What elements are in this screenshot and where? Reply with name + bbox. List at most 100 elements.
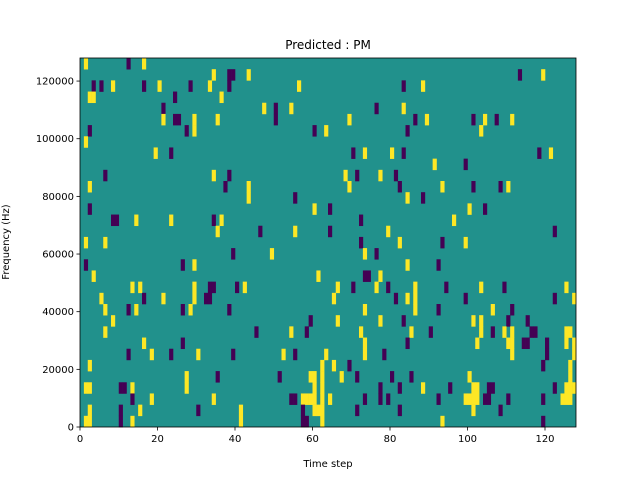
- heatmap-cell: [537, 147, 542, 159]
- x-axis: 0 20 40 60 80 100 120: [77, 427, 555, 445]
- heatmap-cell: [192, 125, 197, 137]
- y-axis-label: Frequency (Hz): [1, 204, 12, 280]
- heatmap-cell: [343, 169, 348, 182]
- heatmap-cell: [479, 125, 484, 137]
- heatmap-cell: [510, 113, 515, 126]
- heatmap-cell: [207, 292, 213, 305]
- heatmap-cell: [467, 371, 472, 383]
- heatmap-cell: [103, 326, 108, 338]
- heatmap-cell: [510, 304, 515, 316]
- heatmap-cell: [300, 393, 306, 405]
- heatmap-cell: [91, 270, 96, 282]
- heatmap-cell: [498, 181, 503, 193]
- x-tick-label: 20: [151, 434, 164, 445]
- heatmap-cell: [498, 404, 503, 417]
- heatmap-cell: [142, 292, 147, 305]
- heatmap-cell: [316, 270, 321, 282]
- x-tick-label: 0: [77, 434, 83, 445]
- heatmap-cell: [312, 393, 317, 405]
- heatmap-cell: [401, 147, 406, 159]
- heatmap-cell: [409, 371, 414, 383]
- heatmap-cell: [180, 304, 185, 316]
- heatmap-cell: [99, 80, 104, 92]
- heatmap-cell: [215, 113, 220, 126]
- heatmap-cell: [475, 337, 480, 350]
- heatmap-cell: [486, 393, 492, 405]
- heatmap-cell: [111, 214, 116, 227]
- heatmap-cell: [300, 415, 306, 428]
- y-tick-label: 60000: [42, 250, 74, 261]
- heatmap-cell: [83, 58, 89, 70]
- heatmap-cell: [192, 113, 197, 126]
- heatmap-cell: [312, 203, 317, 215]
- heatmap-cell: [227, 69, 232, 81]
- heatmap-cell: [572, 348, 577, 361]
- heatmap-cell: [87, 415, 92, 428]
- heatmap-cell: [467, 203, 472, 215]
- heatmap-cell: [335, 315, 340, 327]
- heatmap-cell: [192, 292, 197, 305]
- heatmap-cell: [355, 371, 360, 383]
- x-tick-label: 80: [384, 434, 397, 445]
- heatmap-cell: [374, 248, 379, 260]
- heatmap-cell: [83, 415, 89, 428]
- heatmap-cell: [169, 348, 174, 361]
- heatmap-cell: [297, 80, 302, 92]
- heatmap-cell: [320, 371, 325, 383]
- heatmap-cell: [207, 80, 213, 92]
- heatmap-cell: [378, 393, 383, 405]
- heatmap-cell: [444, 281, 449, 294]
- heatmap-cell: [293, 192, 298, 204]
- heatmap-cell: [180, 337, 185, 350]
- heatmap-cell: [362, 270, 368, 282]
- heatmap-cell: [564, 326, 569, 338]
- heatmap-cell: [173, 113, 178, 126]
- heatmap-cell: [320, 404, 325, 417]
- heatmap-cell: [378, 315, 383, 327]
- heatmap-cell: [413, 292, 418, 305]
- heatmap-cell: [324, 348, 329, 361]
- heatmap-cell: [192, 259, 197, 271]
- heatmap-cell: [545, 337, 550, 350]
- heatmap-cell: [436, 259, 441, 271]
- heatmap-cell: [211, 169, 216, 182]
- heatmap-cell: [490, 326, 495, 338]
- heatmap-cell: [304, 393, 309, 405]
- heatmap-cell: [490, 382, 495, 394]
- heatmap-cell: [184, 382, 189, 394]
- heatmap-cell: [401, 102, 406, 115]
- heatmap-cell: [378, 270, 383, 282]
- heatmap-cell: [564, 393, 569, 405]
- heatmap-cell: [421, 80, 426, 92]
- heatmap-cell: [169, 147, 174, 159]
- heatmap-cell: [359, 326, 364, 338]
- heatmap-cell: [219, 91, 224, 104]
- heatmap-cell: [142, 80, 147, 92]
- heatmap-cell: [262, 102, 267, 115]
- heatmap-cell: [83, 136, 89, 148]
- heatmap-cell: [130, 415, 135, 428]
- heatmap-cell: [486, 382, 492, 394]
- heatmap-cell: [386, 225, 391, 238]
- heatmap-cell: [409, 326, 414, 338]
- heatmap-cell: [510, 326, 515, 338]
- heatmap-cell: [483, 203, 488, 215]
- heatmap-cell: [475, 382, 480, 394]
- heatmap-cell: [188, 304, 193, 316]
- x-tick-label: 40: [229, 434, 242, 445]
- heatmap-cell: [320, 382, 325, 394]
- heatmap-cell: [382, 348, 387, 361]
- heatmap-cell: [440, 181, 445, 193]
- heatmap-cell: [397, 236, 402, 249]
- heatmap-cell: [149, 348, 154, 361]
- heatmap-cell: [390, 371, 395, 383]
- heatmap-cell: [545, 348, 550, 361]
- heatmap-cell: [548, 147, 554, 159]
- heatmap-cell: [118, 404, 123, 417]
- heatmap-cell: [281, 348, 286, 361]
- heatmap-cell: [386, 393, 391, 405]
- heatmap-cell: [463, 158, 468, 171]
- heatmap-cell: [138, 281, 143, 294]
- heatmap-cell: [397, 404, 402, 417]
